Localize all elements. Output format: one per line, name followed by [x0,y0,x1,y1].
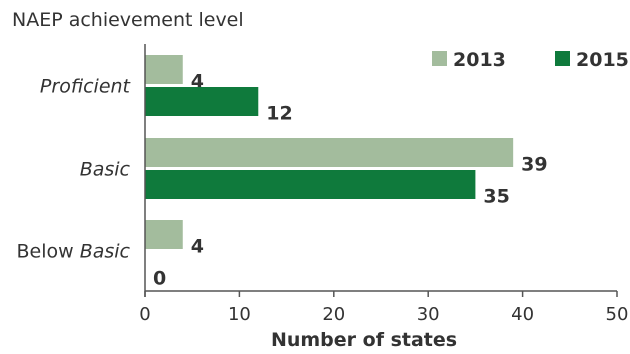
value-label-2015-2: 0 [153,268,166,290]
legend: 2013 2015 [432,49,629,71]
x-axis: 0 10 20 30 40 50 [139,44,628,325]
x-tick-label-30: 30 [417,304,440,325]
value-label-2015-1: 35 [483,186,509,208]
legend-swatch-2013 [432,51,447,66]
x-tick-label-10: 10 [228,304,251,325]
legend-swatch-2015 [555,51,570,66]
bar-2015-0 [145,87,259,116]
x-tick-label-40: 40 [511,304,534,325]
bar-2015-1 [145,170,476,199]
value-label-2013-1: 39 [521,154,547,176]
bar-2013-0 [145,55,183,84]
x-tick-label-50: 50 [606,304,629,325]
category-italic: Basic [80,241,131,263]
x-tick-label-0: 0 [139,304,150,325]
bar-2013-2 [145,220,183,249]
value-label-2013-2: 4 [191,236,204,258]
category-label-2: Below Basic [16,241,130,263]
legend-label-2013: 2013 [453,49,506,71]
category-prefix: Below [16,241,79,263]
x-axis-title: Number of states [271,329,457,351]
value-label-2015-0: 12 [266,103,292,125]
category-italic: Proficient [40,76,132,98]
category-label-1: Basic [80,159,131,181]
y-axis-title: NAEP achievement level [12,9,244,31]
x-tick-label-20: 20 [322,304,345,325]
category-italic: Basic [80,159,131,181]
bar-2013-1 [145,138,514,167]
category-label-0: Proficient [40,76,132,98]
legend-label-2015: 2015 [576,49,629,71]
